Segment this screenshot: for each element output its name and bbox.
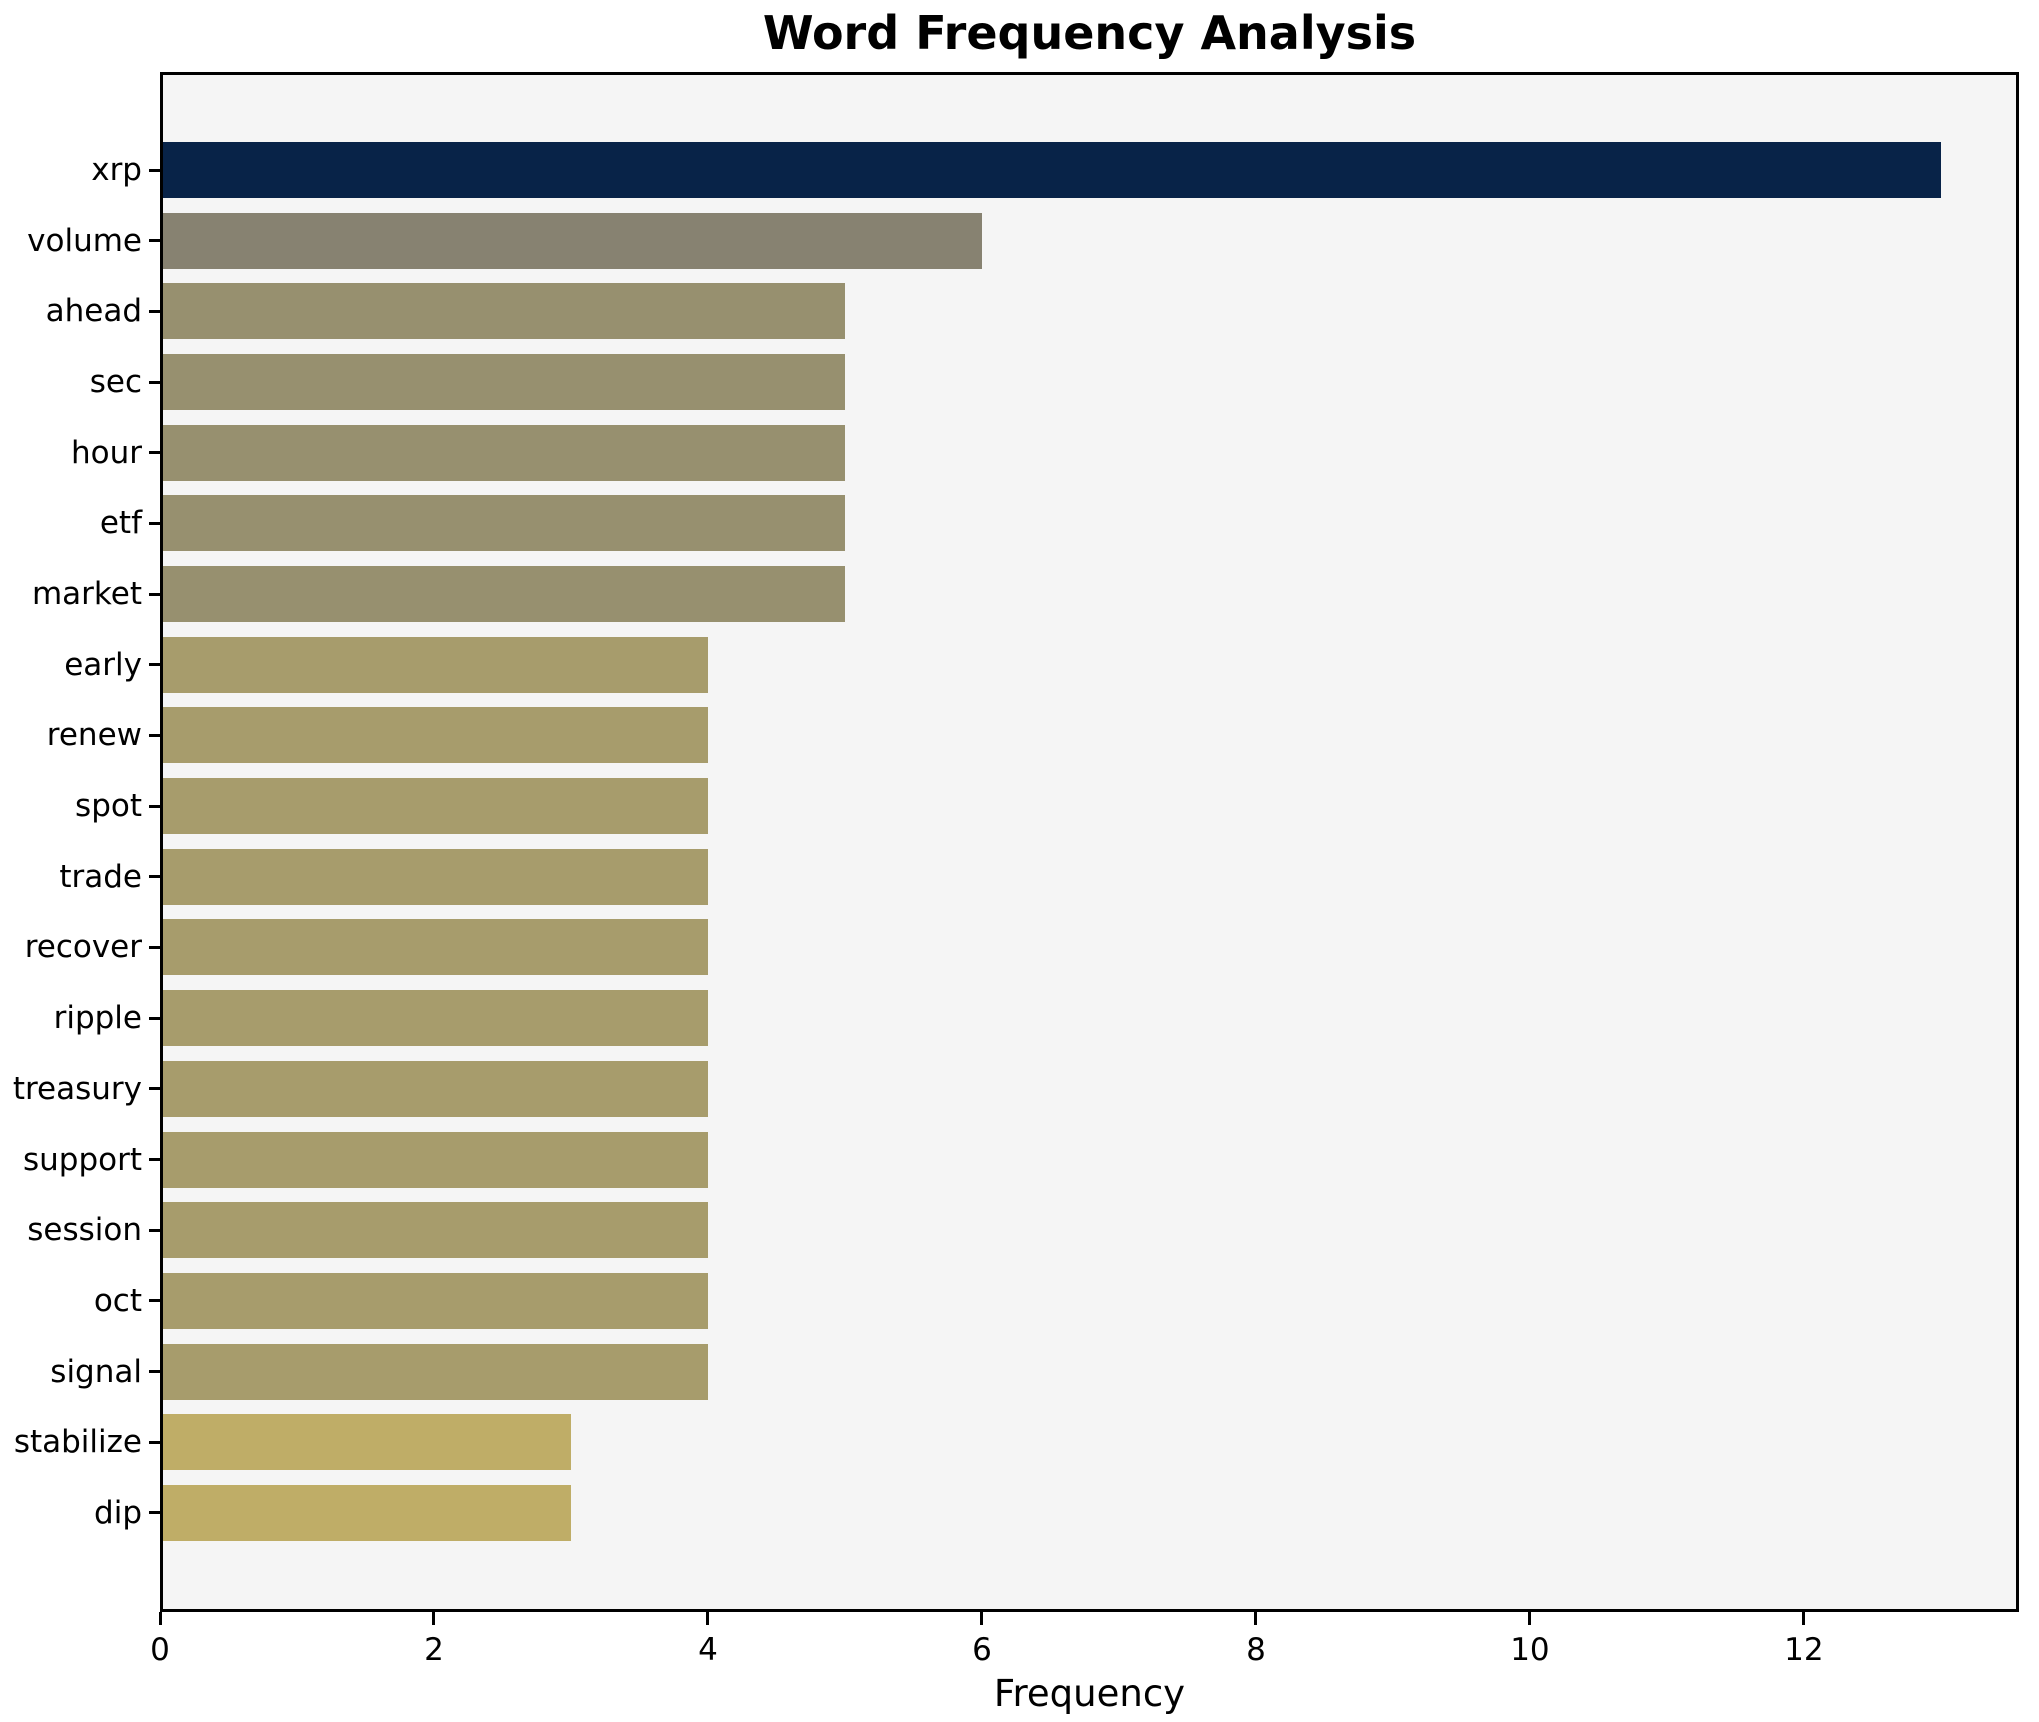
y-tick-label-support: support [22, 1141, 142, 1178]
x-axis-label: Frequency [993, 1672, 1186, 1715]
bar-xrp [163, 142, 1941, 198]
x-tick-mark [1254, 1612, 1258, 1625]
bar-treasury [163, 1060, 708, 1117]
y-tick-mark [149, 1440, 160, 1444]
bar-trade [163, 848, 708, 905]
y-tick-mark [149, 1016, 160, 1020]
bar-early [163, 636, 708, 693]
y-tick-label-stabilize: stabilize [13, 1424, 142, 1461]
y-tick-mark [149, 239, 160, 243]
y-tick-label-treasury: treasury [12, 1070, 142, 1107]
y-tick-label-xrp: xrp [91, 152, 142, 188]
y-tick-label-ahead: ahead [45, 293, 142, 330]
y-tick-label-hour: hour [70, 434, 142, 471]
x-tick-label: 2 [424, 1632, 444, 1668]
y-tick-mark [149, 168, 160, 172]
y-tick-mark [149, 309, 160, 313]
x-tick-mark [980, 1612, 984, 1625]
y-tick-label-market: market [31, 576, 142, 613]
y-tick-mark [149, 451, 160, 455]
y-tick-label-volume: volume [27, 222, 142, 259]
y-tick-mark [149, 380, 160, 384]
y-tick-mark [149, 1228, 160, 1232]
x-tick-label: 8 [1246, 1632, 1266, 1668]
y-tick-label-sec: sec [89, 364, 142, 401]
bar-stabilize [163, 1414, 571, 1471]
x-tick-label: 10 [1510, 1632, 1550, 1668]
y-tick-label-renew: renew [46, 717, 142, 754]
x-tick-mark [1528, 1612, 1532, 1625]
x-tick-label: 4 [698, 1632, 718, 1668]
bar-ripple [163, 990, 708, 1047]
y-tick-mark [149, 592, 160, 596]
chart-title: Word Frequency Analysis [762, 6, 1417, 60]
plot-area [160, 72, 2019, 1612]
x-tick-label: 12 [1784, 1632, 1824, 1668]
bar-sec [163, 354, 845, 411]
bar-signal [163, 1343, 708, 1400]
bar-spot [163, 778, 708, 835]
y-tick-mark [149, 663, 160, 667]
y-tick-mark [149, 804, 160, 808]
x-tick-mark [1802, 1612, 1806, 1625]
x-tick-mark [432, 1612, 436, 1625]
y-tick-label-signal: signal [50, 1353, 142, 1390]
y-tick-mark [149, 875, 160, 879]
y-tick-label-dip: dip [94, 1494, 142, 1531]
bar-session [163, 1202, 708, 1259]
x-tick-label: 6 [972, 1632, 992, 1668]
x-tick-mark [706, 1612, 710, 1625]
y-tick-mark [149, 1370, 160, 1374]
y-tick-label-trade: trade [59, 858, 142, 895]
bar-market [163, 566, 845, 623]
y-tick-label-ripple: ripple [53, 1000, 142, 1037]
bar-renew [163, 707, 708, 764]
y-tick-mark [149, 1158, 160, 1162]
x-tick-mark [158, 1612, 162, 1625]
y-tick-label-oct: oct [93, 1282, 142, 1319]
y-tick-label-spot: spot [75, 788, 142, 825]
y-tick-label-session: session [27, 1212, 142, 1249]
bar-oct [163, 1272, 708, 1329]
y-tick-mark [149, 521, 160, 525]
y-tick-label-recover: recover [24, 929, 142, 966]
bar-volume [163, 212, 982, 269]
bar-recover [163, 919, 708, 976]
y-tick-mark [149, 945, 160, 949]
y-tick-label-early: early [64, 646, 142, 683]
bar-hour [163, 424, 845, 481]
y-tick-mark [149, 1087, 160, 1091]
bar-ahead [163, 283, 845, 340]
y-tick-mark [149, 1511, 160, 1515]
y-tick-mark [149, 733, 160, 737]
bar-support [163, 1131, 708, 1188]
y-tick-label-etf: etf [99, 505, 142, 542]
bar-dip [163, 1484, 571, 1541]
y-tick-mark [149, 1299, 160, 1303]
x-tick-label: 0 [150, 1632, 170, 1668]
bar-etf [163, 495, 845, 552]
